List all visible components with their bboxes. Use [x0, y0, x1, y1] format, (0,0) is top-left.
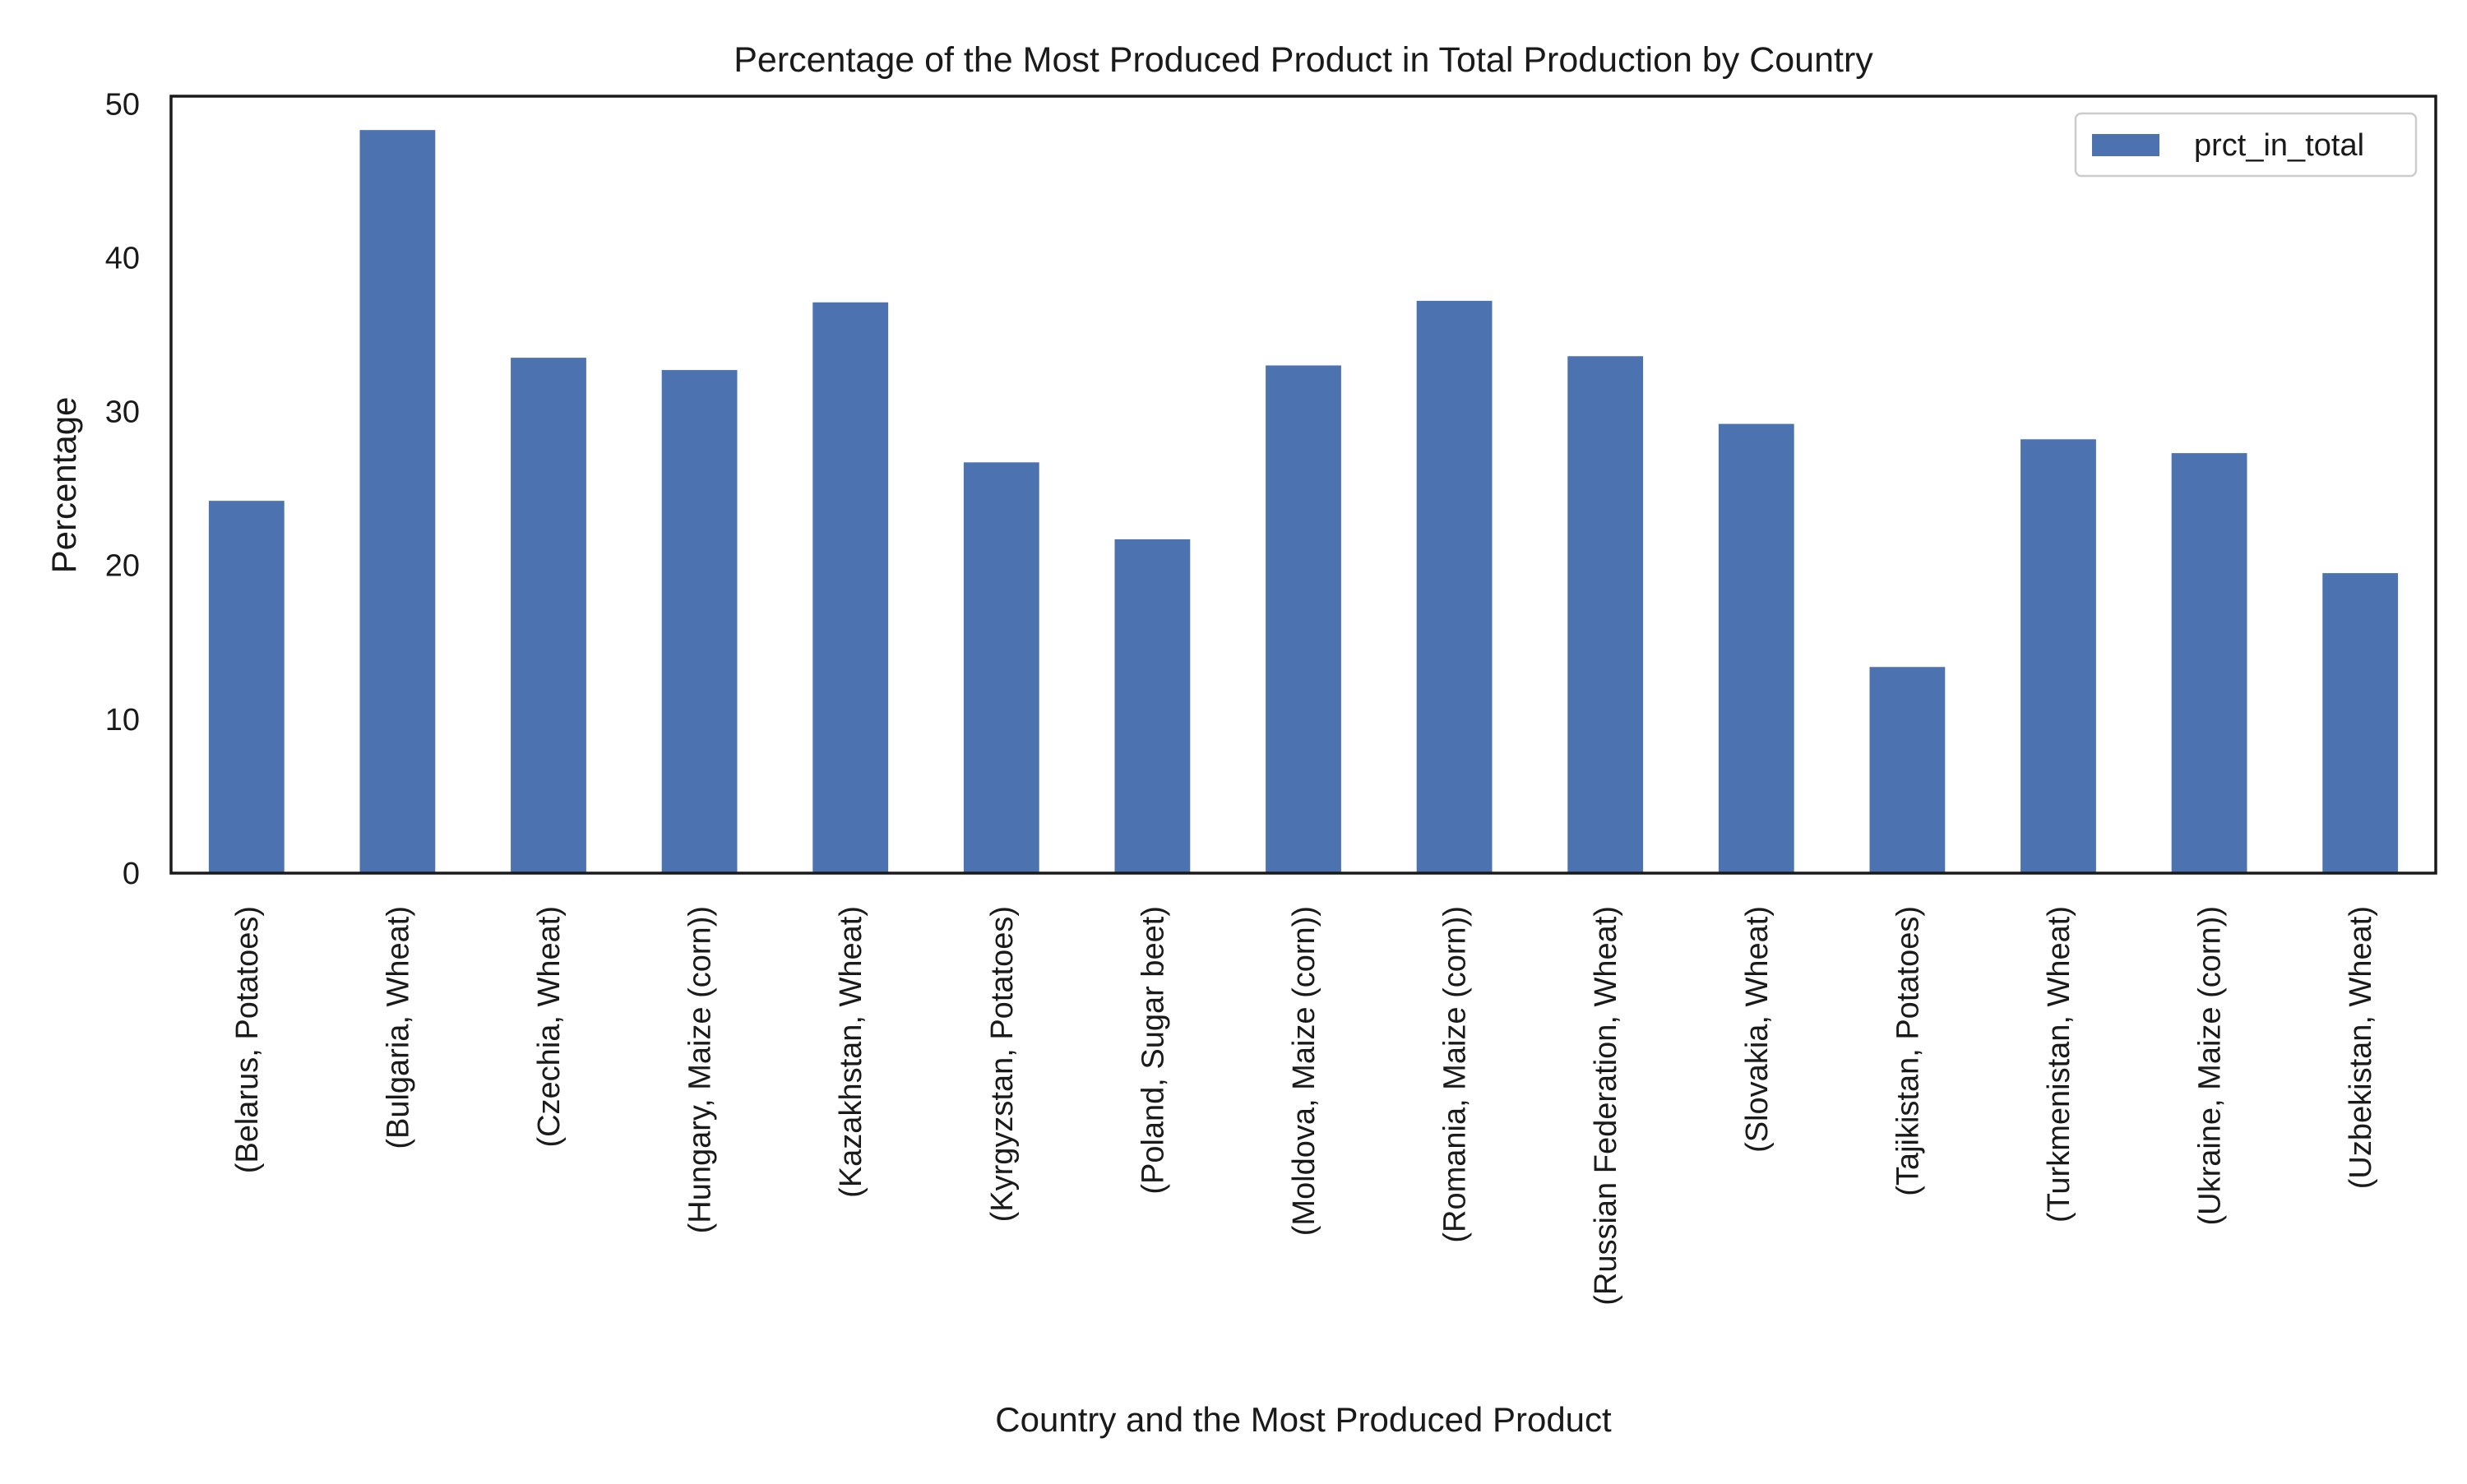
x-tick-label-1: (Bulgaria, Wheat): [381, 906, 415, 1149]
x-tick-label-10: (Slovakia, Wheat): [1740, 906, 1775, 1153]
chart-title: Percentage of the Most Produced Product …: [734, 40, 1873, 80]
x-tick-label-14: (Uzbekistan, Wheat): [2344, 906, 2378, 1189]
y-tick-label-4: 40: [105, 241, 140, 275]
bar-3: [661, 370, 738, 874]
bars-layer: [208, 130, 2399, 874]
x-tick-label-6: (Poland, Sugar beet): [1136, 906, 1170, 1195]
bar-4: [812, 302, 889, 873]
legend-label: prct_in_total: [2194, 128, 2364, 163]
plot-frame: [169, 95, 2437, 875]
x-tick-label-2: (Czechia, Wheat): [532, 906, 567, 1148]
bar-2: [511, 358, 586, 873]
bar-14: [2322, 573, 2399, 873]
x-tick-label-7: (Moldova, Maize (corn)): [1287, 906, 1321, 1236]
y-tick-label-1: 10: [105, 703, 140, 737]
x-axis: (Belarus, Potatoes) (Bulgaria, Wheat) (Cze…: [230, 906, 2378, 1306]
legend-box: [2074, 112, 2418, 178]
x-axis-title: Country and the Most Produced Product: [995, 1400, 1612, 1439]
x-tick-label-12: (Turkmenistan, Wheat): [2042, 906, 2076, 1223]
x-tick-label-9: (Russian Federation, Wheat): [1589, 906, 1623, 1306]
y-tick-label-0: 0: [123, 857, 140, 891]
bar-1: [359, 130, 436, 874]
x-tick-label-11: (Tajikistan, Potatoes): [1891, 906, 1925, 1196]
bar-13: [2171, 453, 2247, 873]
x-tick-label-13: (Ukraine, Maize (corn)): [2193, 906, 2228, 1226]
y-axis: 0 10 20 30 40 50: [105, 87, 140, 891]
y-axis-title: Percentage: [44, 397, 83, 574]
bar-8: [1416, 300, 1493, 873]
y-tick-label-5: 50: [105, 87, 140, 122]
y-tick-label-3: 30: [105, 395, 140, 430]
x-tick-label-4: (Kazakhstan, Wheat): [834, 906, 868, 1198]
x-tick-label-3: (Hungary, Maize (corn)): [683, 906, 718, 1233]
legend: prct_in_total: [2074, 112, 2418, 178]
bar-7: [1266, 365, 1341, 874]
x-tick-label-0: (Belarus, Potatoes): [230, 906, 265, 1173]
bar-5: [963, 462, 1039, 873]
x-tick-label-5: (Kyrgyzstan, Potatoes): [985, 906, 1020, 1222]
bar-11: [1869, 667, 1946, 873]
bar-12: [2020, 439, 2096, 873]
x-tick-label-8: (Romania, Maize (corn)): [1438, 906, 1473, 1243]
bar-10: [1718, 423, 1794, 873]
y-tick-label-2: 20: [105, 549, 140, 584]
bar-0: [208, 501, 285, 873]
bar-9: [1567, 356, 1644, 873]
legend-swatch: [2092, 134, 2159, 156]
bar-6: [1114, 539, 1191, 873]
